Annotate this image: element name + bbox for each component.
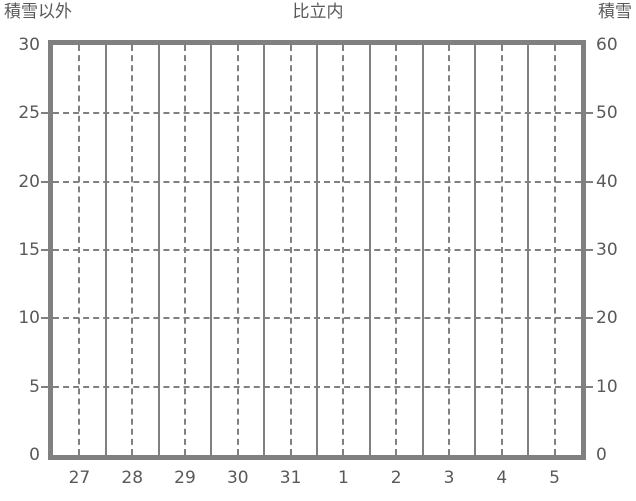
- right-axis-tick: [586, 385, 593, 388]
- right-axis-tick-label: 60: [596, 35, 618, 55]
- left-axis-tick-label: 30: [18, 35, 40, 55]
- right-axis-tick-label: 50: [596, 103, 618, 124]
- x-axis-tick-label: 27: [68, 468, 91, 488]
- right-axis-tick: [586, 112, 593, 115]
- x-axis-tick-label: 1: [337, 468, 349, 488]
- left-axis-tick-label: 0: [29, 445, 40, 465]
- right-axis-title: 積雪: [598, 2, 632, 22]
- left-axis-tick: [41, 317, 48, 320]
- left-axis-tick: [41, 249, 48, 251]
- x-axis-tick-label: 31: [279, 468, 302, 488]
- horizontal-gridline: [53, 317, 581, 320]
- x-axis-tick-label: 28: [121, 468, 144, 488]
- horizontal-gridline: [53, 180, 581, 183]
- left-axis-tick-label: 5: [29, 376, 40, 397]
- plot-grid-layer: [53, 45, 581, 455]
- left-axis-tick-label: 10: [18, 308, 40, 329]
- right-axis-tick-label: 10: [596, 376, 618, 397]
- x-axis-tick-label: 3: [443, 468, 455, 488]
- horizontal-gridline: [53, 112, 581, 115]
- right-axis-tick: [586, 249, 593, 251]
- plot-area: [48, 40, 586, 460]
- left-axis-title: 積雪以外: [4, 2, 72, 22]
- left-axis-tick-label: 20: [18, 171, 40, 192]
- horizontal-gridline: [53, 385, 581, 388]
- x-axis-tick-label: 29: [174, 468, 196, 488]
- right-axis-tick-label: 20: [596, 308, 618, 329]
- left-axis-tick: [41, 180, 48, 183]
- right-axis-tick-label: 0: [596, 445, 607, 465]
- x-axis-tick-label: 30: [226, 468, 249, 488]
- x-axis-tick-label: 4: [496, 468, 508, 488]
- x-axis-tick-label: 5: [549, 468, 560, 488]
- left-axis-tick: [41, 385, 48, 388]
- left-axis-tick-label: 15: [18, 240, 40, 260]
- horizontal-gridline: [53, 249, 581, 251]
- right-axis-tick-label: 40: [596, 171, 618, 192]
- right-axis-tick: [586, 317, 593, 320]
- left-axis-tick: [41, 112, 48, 115]
- right-axis-tick-label: 30: [596, 240, 618, 260]
- right-axis-tick: [586, 180, 593, 183]
- left-axis-tick-label: 25: [18, 103, 40, 124]
- x-axis-tick-label: 2: [390, 468, 402, 488]
- chart-title: 比立内: [292, 2, 344, 22]
